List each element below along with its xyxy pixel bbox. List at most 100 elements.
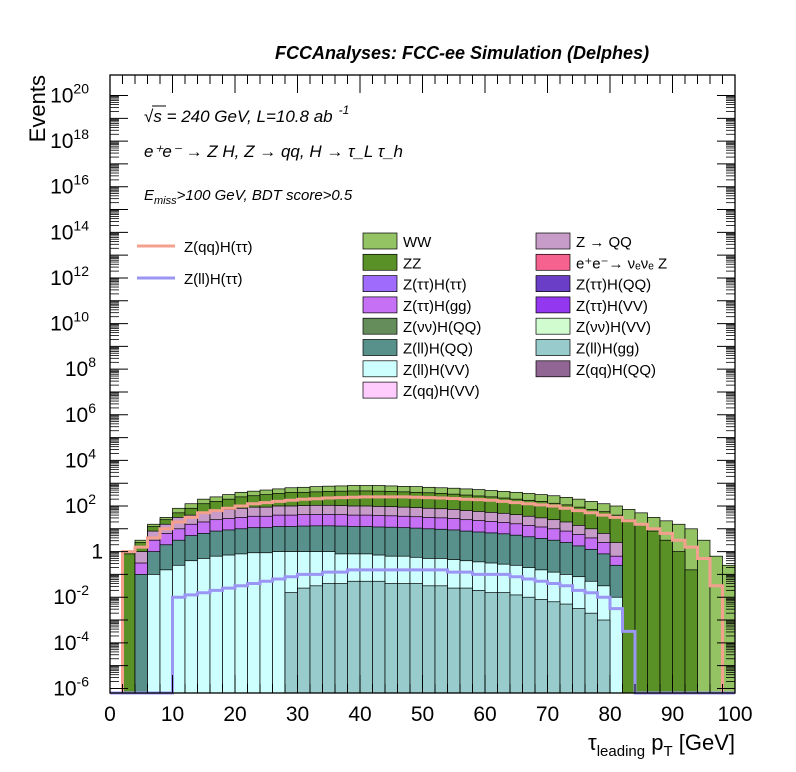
histogram-bar [484, 592, 498, 694]
x-tick-label: 20 [223, 703, 246, 726]
histogram-bar [634, 523, 648, 694]
histogram-bar [672, 551, 686, 694]
histogram-bar [534, 599, 548, 694]
x-tick-label: 50 [411, 703, 434, 726]
legend-swatch [362, 317, 398, 335]
legend-swatch [362, 275, 398, 292]
histogram-bar [197, 558, 211, 694]
histogram-bar [259, 552, 273, 694]
legend-swatch [362, 360, 398, 378]
legend-swatch [535, 253, 571, 271]
x-tick-label: 90 [661, 703, 684, 726]
histogram-bar [347, 580, 361, 694]
histogram-bar [697, 539, 711, 694]
histogram-bar [134, 574, 148, 694]
legend-label: Z(νν)H(VV) [576, 319, 651, 336]
legend-label: Z(νν)H(QQ) [403, 319, 481, 336]
legend-label: Z(ll)H(VV) [403, 362, 470, 379]
y-tick-label: 1 [91, 541, 103, 564]
histogram-bar [609, 596, 623, 694]
histogram-bar [234, 553, 248, 694]
x-axis-label: τleading pT [GeV] [588, 730, 735, 760]
histogram-bar [397, 583, 411, 694]
y-axis-ticks [110, 95, 735, 689]
y-tick-label: 1014 [50, 217, 89, 244]
legend-label: Z(qq)H(VV) [403, 383, 480, 400]
legend-swatch [535, 232, 571, 250]
x-tick-label: 40 [348, 703, 371, 726]
legend-swatch [362, 296, 398, 314]
histogram-bar [384, 583, 398, 694]
legend-label: ZZ [403, 255, 421, 272]
histogram-bar [309, 585, 323, 694]
histogram-bar [559, 603, 573, 694]
legend-label: Z(qq)H(QQ) [576, 362, 656, 379]
legend-swatch [362, 253, 398, 271]
histogram-bar [147, 574, 161, 694]
legend-label: Z(qq)H(ττ) [184, 239, 253, 256]
legend-label: Z(ll)H(QQ) [403, 341, 473, 358]
histogram-bar [172, 564, 186, 694]
histogram-bar [422, 585, 436, 694]
legend-swatch [535, 275, 571, 292]
histogram-bar [297, 587, 311, 694]
histogram-bar [584, 612, 598, 694]
legend-label: Z(ll)H(ττ) [184, 271, 243, 288]
annotation-selection: Emiss>100 GeV, BDT score>0.5 [144, 187, 353, 207]
histogram-bar [547, 601, 561, 694]
histogram-bar [509, 594, 523, 694]
legend-label: Z(ll)H(gg) [576, 341, 639, 358]
histogram-bar [322, 583, 336, 694]
y-tick-label: 10-6 [53, 673, 89, 700]
histogram-bar [434, 585, 448, 694]
histogram-bar [472, 590, 486, 694]
legend-label: Z → QQ [576, 234, 632, 251]
legend-swatch [362, 232, 398, 250]
annotation-energy-lumi: √s = 240 GeV, L=10.8 ab -1 [144, 103, 349, 126]
histogram-bar [222, 554, 236, 694]
y-tick-label: 1018 [50, 126, 89, 153]
legend-swatch [535, 296, 571, 314]
y-tick-label: 1010 [50, 309, 89, 336]
legend-swatch [362, 381, 398, 399]
y-tick-label: 108 [65, 354, 96, 381]
legend-label: e⁺e⁻→ νₑνₑ Z [576, 255, 667, 272]
x-tick-label: 80 [598, 703, 621, 726]
histogram-bar [622, 519, 636, 694]
y-tick-label: 106 [65, 400, 96, 427]
y-tick-label: 1016 [50, 172, 89, 199]
legend-label: Z(ττ)H(ττ) [403, 277, 467, 294]
y-tick-label: 104 [65, 445, 96, 472]
y-tick-label: 1012 [50, 263, 89, 290]
legend-label: Z(ττ)H(gg) [403, 298, 472, 315]
x-tick-label: 30 [286, 703, 309, 726]
legend-swatch [362, 339, 398, 356]
x-tick-label: 60 [473, 703, 496, 726]
histogram-bar [659, 539, 673, 694]
histogram-bar [709, 555, 723, 694]
histogram-bar [409, 583, 423, 694]
y-axis-label: Events [25, 75, 50, 142]
histogram-bar [647, 530, 661, 694]
legend-label: Z(ττ)H(VV) [576, 298, 648, 315]
legend-label: Z(ττ)H(QQ) [576, 277, 651, 294]
x-tick-label: 0 [104, 703, 116, 726]
histogram-bar [684, 569, 698, 694]
y-tick-label: 10-2 [53, 582, 89, 609]
histogram-bar [372, 580, 386, 694]
x-axis-ticks [109, 75, 736, 693]
legend-swatch [535, 339, 571, 356]
annotation-process: e⁺e⁻ → Z H, Z → qq, H → τ_L τ_h [144, 142, 403, 161]
y-tick-label: 1020 [50, 81, 89, 108]
x-tick-label: 10 [161, 703, 184, 726]
histogram-bar [334, 583, 348, 694]
histogram-bar [209, 555, 223, 694]
histogram-bar [359, 580, 373, 694]
plot-header-title: FCCAnalyses: FCC-ee Simulation (Delphes) [275, 43, 650, 63]
stack-layer-z-ll-h-gg- [284, 580, 611, 694]
histogram-bar [572, 608, 586, 694]
series-line-0 [110, 495, 735, 695]
histogram-bar [447, 587, 461, 694]
histogram-bar [459, 587, 473, 694]
histogram-bar [522, 596, 536, 694]
